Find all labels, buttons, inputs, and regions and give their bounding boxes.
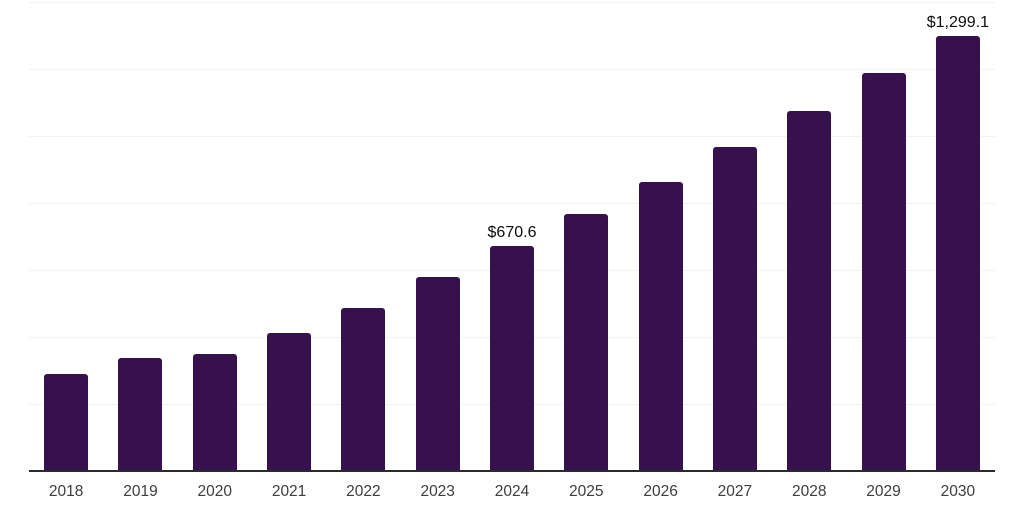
bar-value-label-2024: $670.6: [487, 224, 537, 242]
gridline-1000: [29, 136, 995, 137]
x-tick-label-2030: 2030: [940, 483, 976, 500]
gridline-1400: [29, 2, 995, 3]
bar-2022: [341, 307, 386, 471]
x-tick-label-2022: 2022: [346, 483, 381, 500]
x-tick-label-2023: 2023: [420, 483, 455, 500]
gridline-1200: [29, 69, 995, 70]
gridline-800: [29, 203, 995, 204]
bar-2029: [861, 73, 906, 471]
bar-2019: [118, 358, 163, 471]
bar-2026: [638, 182, 683, 471]
bar-2021: [267, 333, 312, 471]
x-tick-label-2025: 2025: [569, 483, 604, 500]
x-tick-label-2019: 2019: [123, 483, 158, 500]
bar-2028: [787, 110, 832, 471]
bar-2024: [490, 246, 534, 471]
x-tick-label-2018: 2018: [48, 483, 84, 500]
bar-2027: [712, 146, 757, 471]
x-tick-label-2029: 2029: [866, 483, 901, 500]
bar-2020: [192, 354, 237, 471]
x-tick-label-2021: 2021: [271, 483, 307, 500]
bar-2025: [564, 214, 609, 471]
bar-2030: [935, 35, 980, 471]
bar-2023: [415, 277, 460, 471]
bar-value-label-2030: $1,299.1: [926, 13, 989, 31]
x-tick-label-2020: 2020: [197, 483, 233, 500]
bar-2018: [44, 373, 89, 471]
x-tick-label-2024: 2024: [494, 483, 530, 500]
x-tick-label-2026: 2026: [643, 483, 678, 500]
x-axis-line: [29, 470, 995, 472]
x-tick-label-2028: 2028: [791, 483, 827, 500]
x-tick-label-2027: 2027: [717, 483, 753, 500]
